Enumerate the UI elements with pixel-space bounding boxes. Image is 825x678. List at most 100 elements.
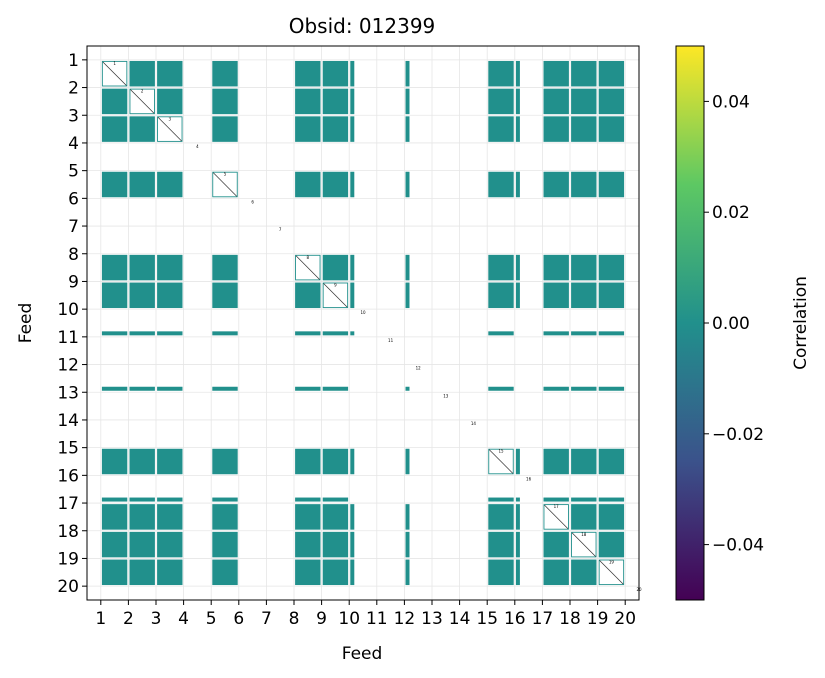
colorbar-label: Correlation (791, 276, 811, 370)
heatmap-cell-8-18 (295, 531, 321, 558)
feed-tag-18: 18 (581, 532, 587, 537)
heatmap-cell-9-19 (322, 559, 349, 586)
heatmap-cell-15-9 (488, 282, 514, 309)
colorbar-tick-label: −0.02 (712, 425, 764, 445)
y-tick-label-9: 9 (68, 272, 79, 292)
x-tick-label-7: 7 (261, 609, 272, 629)
heatmap-cell-17-3 (543, 116, 569, 142)
y-tick-label-11: 11 (57, 328, 79, 348)
x-axis-ticks: 1 2 3 4 5 6 7 8 9 10 11 12 13 14 15 16 17 18 19 20 (95, 600, 636, 629)
feed-tag-10: 10 (360, 310, 366, 315)
x-tick-label-18: 18 (559, 609, 581, 629)
y-tick-label-6: 6 (68, 189, 79, 209)
y-tick-label-18: 18 (57, 522, 79, 542)
heatmap-cell-12-2 (405, 88, 410, 115)
heatmap-cell-2-18 (129, 531, 155, 558)
heatmap-cell-9-17 (322, 504, 349, 530)
heatmap-cell-8-16 (295, 497, 321, 502)
heatmap-cell-19-5 (598, 171, 625, 198)
heatmap-cell-9-2 (322, 88, 349, 115)
heatmap-cell-12-17 (405, 504, 410, 530)
heatmap-cell-3-19 (157, 559, 183, 586)
feed-tag-9: 9 (334, 282, 337, 287)
heatmap-cell-17-8 (543, 254, 569, 281)
heatmap-cell-10-3 (350, 116, 355, 142)
heatmap-cell-8-12 (295, 386, 321, 391)
heatmap-cell-19-16 (598, 497, 625, 502)
x-tick-label-8: 8 (289, 609, 300, 629)
heatmap-cell-8-2 (295, 88, 321, 115)
x-tick-label-11: 11 (366, 609, 388, 629)
heatmap-cell-5-10 (212, 331, 238, 336)
heatmap-cell-3-17 (157, 504, 183, 530)
feed-tag-11: 11 (388, 338, 394, 343)
heatmap-cell-16-9 (515, 282, 520, 309)
diagonal-line (295, 255, 320, 280)
heatmap-cell-17-16 (543, 497, 569, 502)
heatmap-cell-16-18 (515, 531, 520, 558)
diagonal-line (488, 449, 514, 474)
plot-frame (86, 45, 640, 601)
heatmap-cell-8-10 (295, 331, 321, 336)
gridlines (87, 46, 639, 600)
heatmap-cell-15-19 (488, 559, 514, 586)
heatmap-cell-2-1 (129, 60, 155, 87)
heatmap-cells (101, 60, 625, 586)
heatmap-cell-19-3 (598, 116, 625, 142)
diagonal-line (571, 532, 596, 557)
heatmap-cell-17-5 (543, 171, 569, 198)
heatmap-cell-17-1 (543, 60, 569, 87)
x-tick-label-1: 1 (95, 609, 106, 629)
heatmap-cell-15-18 (488, 531, 514, 558)
heatmap-cell-18-15 (571, 448, 597, 475)
heatmap-cell-3-15 (157, 448, 183, 475)
heatmap-cell-19-10 (598, 331, 625, 336)
x-tick-label-12: 12 (394, 609, 416, 629)
heatmap-cell-19-2 (598, 88, 625, 115)
heatmap-cell-15-2 (488, 88, 514, 115)
x-tick-label-14: 14 (449, 609, 471, 629)
feed-tag-5: 5 (224, 172, 227, 177)
heatmap-cell-2-16 (129, 497, 155, 502)
heatmap-cell-18-17 (571, 504, 597, 530)
heatmap-cell-5-2 (212, 88, 238, 115)
feed-tag-6: 6 (251, 199, 254, 204)
y-tick-label-17: 17 (57, 494, 79, 514)
heatmap-cell-1-19 (101, 559, 128, 586)
heatmap-cell-19-17 (598, 504, 625, 530)
diagonal-line (157, 117, 182, 142)
heatmap-cell-10-17 (350, 504, 355, 530)
y-tick-label-14: 14 (57, 411, 79, 431)
heatmap-cell-19-9 (598, 282, 625, 309)
heatmap-cell-18-2 (571, 88, 597, 115)
colorbar (675, 45, 705, 601)
heatmap-cell-3-10 (157, 331, 183, 336)
heatmap-cell-1-16 (101, 497, 128, 502)
y-tick-label-4: 4 (68, 134, 79, 154)
heatmap-cell-5-17 (212, 504, 238, 530)
x-tick-label-13: 13 (421, 609, 443, 629)
heatmap-cell-18-16 (571, 497, 597, 502)
heatmap-cell-16-2 (515, 88, 520, 115)
heatmap-cell-3-16 (157, 497, 183, 502)
heatmap-cell-5-16 (212, 497, 238, 502)
heatmap-cell-18-10 (571, 331, 597, 336)
heatmap-cell-8-1 (295, 60, 321, 87)
heatmap-cell-2-15 (129, 448, 155, 475)
heatmap-cell-17-10 (543, 331, 569, 336)
y-tick-label-10: 10 (57, 300, 79, 320)
heatmap-cell-19-8 (598, 254, 625, 281)
heatmap-cell-1-10 (101, 331, 128, 336)
heatmap-cell-9-15 (322, 448, 349, 475)
heatmap-cell-2-10 (129, 331, 155, 336)
heatmap-cell-3-1 (157, 60, 183, 87)
heatmap-cell-15-12 (488, 386, 514, 391)
heatmap-cell-19-15 (598, 448, 625, 475)
heatmap-cell-19-12 (598, 386, 625, 391)
heatmap-cell-1-12 (101, 386, 128, 391)
x-tick-label-19: 19 (587, 609, 609, 629)
heatmap-cell-8-9 (295, 282, 321, 309)
heatmap-cell-3-18 (157, 531, 183, 558)
y-tick-label-13: 13 (57, 383, 79, 403)
heatmap-cell-10-19 (350, 559, 355, 586)
